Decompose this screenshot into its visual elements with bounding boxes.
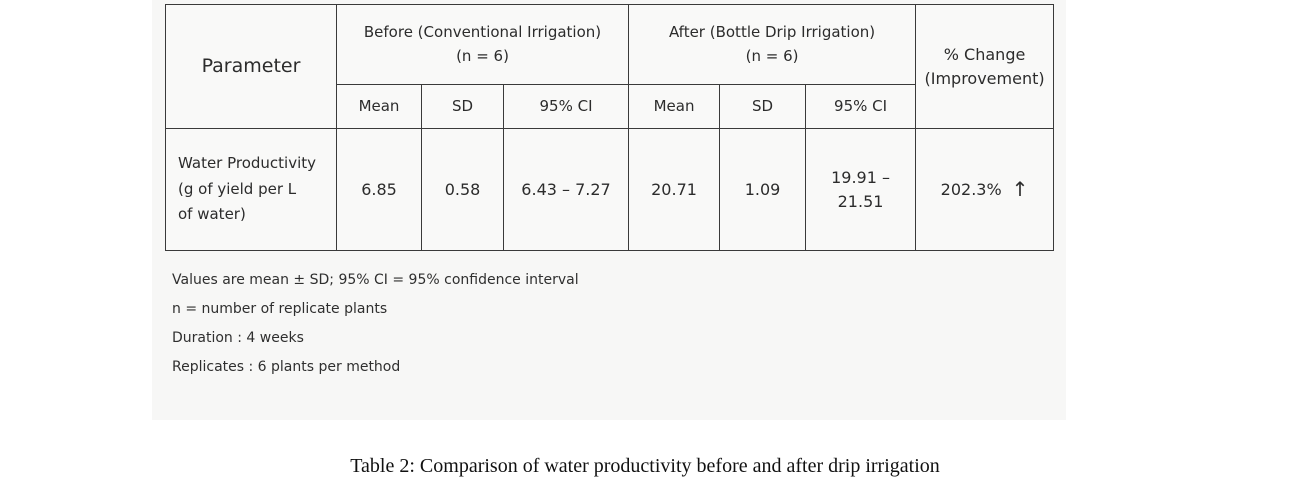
- after-mean-value: 20.71: [628, 128, 721, 251]
- before-ci-value: 6.43 – 7.27: [502, 128, 630, 251]
- after-group-n: (n = 6): [745, 46, 799, 65]
- table-notes: Values are mean ± SD; 95% CI = 95% confi…: [172, 266, 579, 382]
- parameter-unit-line2: of water): [178, 205, 246, 224]
- parameter-unit-line1: (g of yield per L: [178, 179, 297, 198]
- change-header: % Change (Improvement): [915, 4, 1055, 129]
- water-productivity-table: Parameter Before (Conventional Irrigatio…: [165, 4, 1055, 251]
- table-header-row: Parameter Before (Conventional Irrigatio…: [165, 4, 1055, 129]
- before-mean-value: 6.85: [336, 128, 422, 251]
- table-caption: Table 2: Comparison of water productivit…: [350, 455, 940, 477]
- change-header-title: % Change: [943, 45, 1026, 65]
- before-sd-header: SD: [421, 84, 504, 129]
- note-replicates: Replicates : 6 plants per method: [172, 359, 401, 375]
- note-duration: Duration : 4 weeks: [172, 330, 304, 346]
- after-group-title: After (Bottle Drip Irrigation): [668, 23, 876, 42]
- after-ci-header: 95% CI: [805, 84, 917, 129]
- table-subheader-row: Mean SD 95% CI Mean SD 95% CI: [166, 84, 1054, 129]
- change-value: 202.3%: [940, 179, 1002, 199]
- parameter-header: Parameter: [165, 4, 337, 129]
- before-group-n: (n = 6): [456, 46, 509, 65]
- table-row: Water Productivity (g of yield per L of …: [165, 128, 1055, 251]
- note-n-definition: n = number of replicate plants: [172, 301, 388, 317]
- before-group-title: Before (Conventional Irrigation): [363, 23, 602, 42]
- before-mean-header: Mean: [336, 84, 422, 129]
- after-group-header: After (Bottle Drip Irrigation) (n = 6): [628, 4, 917, 85]
- before-ci-header: 95% CI: [502, 84, 630, 129]
- parameter-cell: Water Productivity (g of yield per L of …: [165, 128, 337, 251]
- before-sd-value: 0.58: [421, 128, 504, 251]
- parameter-name: Water Productivity: [178, 154, 317, 173]
- before-group-header: Before (Conventional Irrigation) (n = 6): [335, 4, 630, 85]
- change-header-subtitle: (Improvement): [924, 68, 1045, 88]
- after-ci-value: 19.91 – 21.51: [805, 128, 917, 251]
- arrow-up-icon: ↑: [1011, 176, 1029, 201]
- change-value-cell: 202.3% ↑: [915, 128, 1055, 251]
- note-values-definition: Values are mean ± SD; 95% CI = 95% confi…: [172, 272, 579, 288]
- after-mean-header: Mean: [628, 84, 721, 129]
- after-sd-value: 1.09: [719, 128, 807, 251]
- after-sd-header: SD: [719, 84, 807, 129]
